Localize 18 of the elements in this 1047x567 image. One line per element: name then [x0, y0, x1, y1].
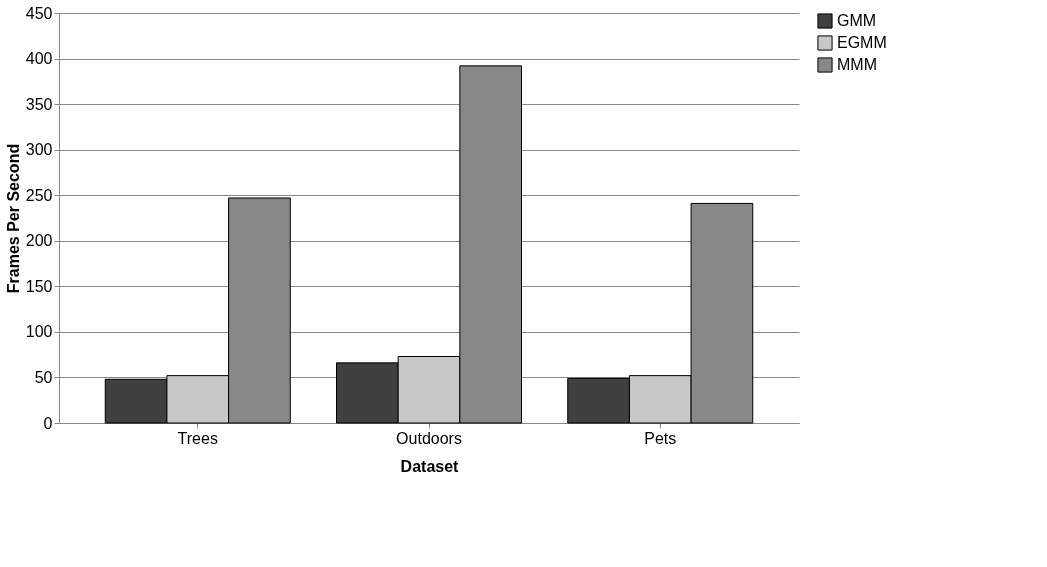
- y-tick-label: 100: [25, 323, 53, 341]
- legend-label: GMM: [837, 12, 877, 29]
- x-tick-label: Pets: [644, 429, 677, 447]
- legend-label: EGMM: [837, 34, 887, 51]
- y-tick-label: 0: [43, 414, 53, 432]
- y-tick-label: 50: [34, 368, 53, 386]
- x-tick-label: Outdoors: [396, 429, 462, 447]
- y-axis-title: Frames Per Second: [4, 143, 22, 294]
- y-tick-label: 300: [25, 141, 53, 159]
- legend-label: MMM: [837, 56, 877, 73]
- y-tick-label: 450: [25, 4, 53, 22]
- y-tick-label: 200: [25, 232, 53, 250]
- y-tick-label: 400: [25, 50, 53, 68]
- y-tick-label: 350: [25, 95, 53, 113]
- x-axis-title: Dataset: [400, 457, 460, 475]
- y-tick-label: 250: [25, 186, 53, 204]
- y-tick-label: 150: [25, 277, 53, 295]
- x-tick-label: Trees: [177, 429, 218, 447]
